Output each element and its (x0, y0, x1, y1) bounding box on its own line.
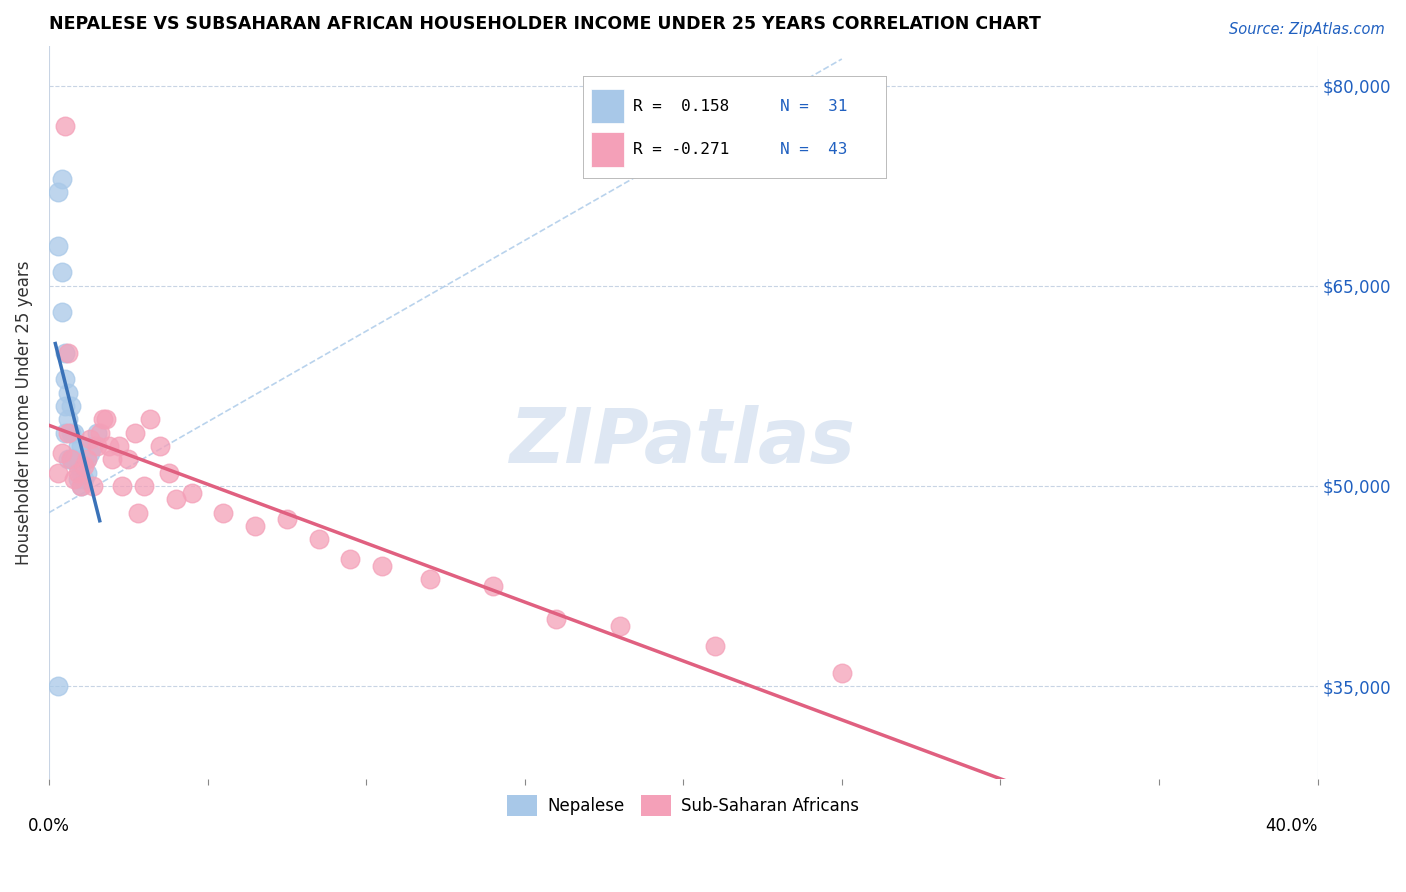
Y-axis label: Householder Income Under 25 years: Householder Income Under 25 years (15, 260, 32, 565)
Point (69, 466, 91, 480)
Point (546, 612, 568, 626)
Point (165, 492, 187, 507)
Point (48, 466, 70, 480)
Point (98, 439, 121, 453)
Text: 0.0%: 0.0% (28, 817, 70, 835)
Point (86, 439, 108, 453)
Point (60, 452, 83, 467)
Point (82, 439, 104, 453)
Point (51, 305, 73, 319)
Point (76, 466, 98, 480)
Point (79, 445, 101, 459)
Point (86, 425, 108, 440)
Point (60, 399, 83, 413)
Point (66, 472, 89, 486)
Text: N =  31: N = 31 (780, 99, 848, 113)
Bar (591, 88, 624, 123)
Text: NEPALESE VS SUBSAHARAN AFRICAN HOUSEHOLDER INCOME UNDER 25 YEARS CORRELATION CHA: NEPALESE VS SUBSAHARAN AFRICAN HOUSEHOLD… (49, 15, 1040, 33)
Point (60, 425, 83, 440)
Legend: Nepalese, Sub-Saharan Africans: Nepalese, Sub-Saharan Africans (501, 789, 866, 822)
Point (107, 439, 129, 453)
Point (831, 665, 853, 680)
Point (276, 512, 298, 526)
Point (371, 559, 394, 574)
Point (66, 439, 89, 453)
Text: R = -0.271: R = -0.271 (633, 142, 730, 157)
Point (76, 452, 98, 467)
Point (89, 425, 111, 440)
Point (124, 425, 146, 440)
Point (56, 452, 79, 467)
Text: 40.0%: 40.0% (1265, 817, 1317, 835)
Point (48, 186, 70, 200)
Point (69, 479, 91, 493)
Point (482, 579, 505, 593)
Point (53, 425, 76, 440)
Point (63, 425, 86, 440)
Point (73, 472, 96, 486)
Point (60, 452, 83, 467)
Point (243, 519, 266, 533)
Point (63, 472, 86, 486)
Text: ZIPatlas: ZIPatlas (510, 405, 856, 479)
Point (69, 439, 91, 453)
Point (63, 452, 86, 467)
Text: R =  0.158: R = 0.158 (633, 99, 730, 113)
Point (957, 786, 980, 800)
Point (66, 466, 89, 480)
Bar (591, 132, 624, 167)
Point (53, 399, 76, 413)
Point (609, 619, 631, 633)
Point (149, 439, 172, 453)
Point (94, 412, 117, 426)
Point (73, 458, 96, 473)
Point (48, 679, 70, 693)
Point (56, 412, 79, 426)
Text: Source: ZipAtlas.com: Source: ZipAtlas.com (1229, 22, 1385, 37)
Point (704, 639, 727, 653)
Point (76, 452, 98, 467)
Point (212, 506, 235, 520)
Point (180, 485, 202, 500)
Point (308, 533, 330, 547)
Point (82, 479, 104, 493)
Point (159, 466, 181, 480)
Point (101, 452, 124, 467)
Point (53, 345, 76, 359)
Point (48, 239, 70, 253)
Point (139, 412, 162, 426)
Point (53, 372, 76, 386)
Point (132, 479, 155, 493)
Point (56, 385, 79, 400)
Point (51, 265, 73, 279)
Point (69, 479, 91, 493)
Point (111, 479, 134, 493)
Point (127, 506, 149, 520)
Point (79, 432, 101, 446)
Point (56, 425, 79, 440)
Point (56, 345, 79, 359)
Point (91, 412, 114, 426)
Point (117, 452, 139, 467)
Point (51, 445, 73, 459)
Point (51, 172, 73, 186)
Point (419, 572, 441, 586)
Point (73, 452, 96, 467)
Text: N =  43: N = 43 (780, 142, 848, 157)
Point (66, 458, 89, 473)
Point (339, 552, 361, 566)
Point (53, 119, 76, 133)
